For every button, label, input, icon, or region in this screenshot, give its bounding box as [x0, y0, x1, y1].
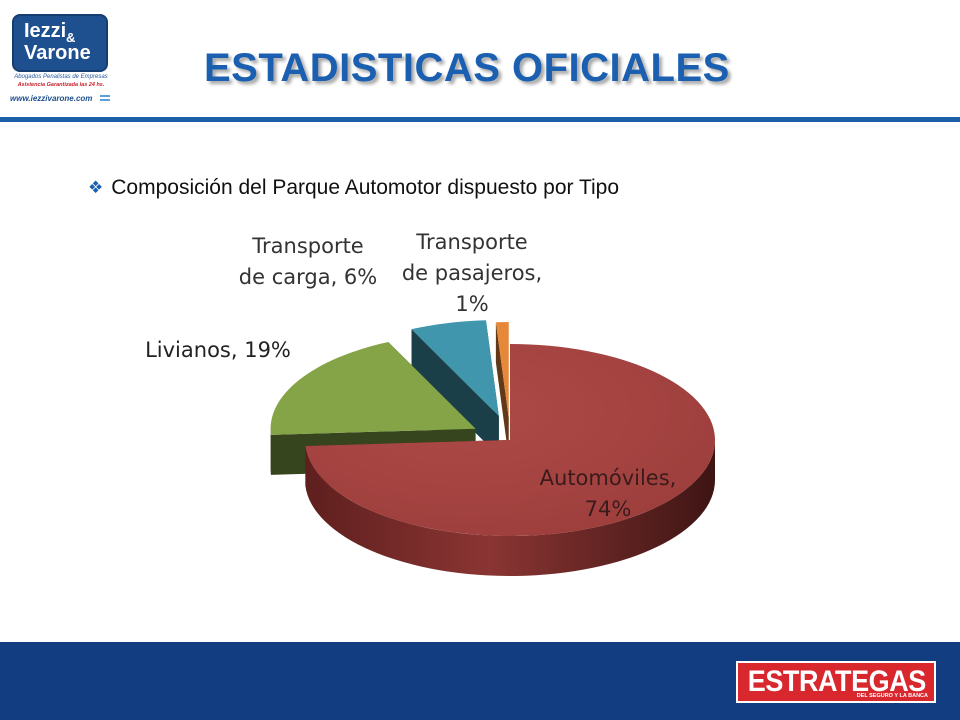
iezzi-varone-logo: Iezzi & Varone Abogados Penalistas de Em…	[8, 14, 114, 104]
slice-3	[411, 320, 499, 457]
pie-labels: Automóviles, 74% Livianos, 19% Transporte de…	[145, 230, 676, 521]
diamond-bullet-icon: ❖	[88, 178, 104, 197]
slice-label-3: Transporte de carga, 6%	[239, 234, 377, 289]
slice-1	[305, 344, 716, 577]
logo-slogan: Asistencia Garantizada las 24 hs.	[17, 82, 105, 88]
bullet-item: ❖ Composición del Parque Automotor dispu…	[88, 176, 619, 200]
pie-chart: Automóviles, 74% Livianos, 19% Transporte de…	[145, 230, 716, 577]
logo-name-1: Iezzi	[24, 20, 67, 42]
bullet-text: Composición del Parque Automotor dispues…	[111, 176, 620, 199]
logo-badge: Iezzi & Varone	[12, 14, 108, 72]
brand-name: ESTRATEGAS	[747, 665, 926, 698]
slice-label-2: Livianos, 19%	[145, 338, 291, 362]
header-divider	[0, 117, 960, 122]
logo-ampersand: &	[66, 30, 76, 45]
logo-tagline: Abogados Penalistas de Empresas	[14, 74, 108, 80]
page-title: ESTADISTICAS OFICIALES	[204, 46, 730, 90]
logo-equals-icon	[100, 95, 110, 97]
slice-label-1: Automóviles, 74%	[540, 466, 677, 521]
slice-4	[495, 322, 509, 459]
brand-subtitle: DEL SEGURO Y LA BANCA	[856, 693, 928, 699]
logo-name-2: Varone	[24, 42, 91, 64]
pie-slices	[270, 320, 716, 577]
logo-url: www.iezzivarone.com	[10, 94, 93, 103]
slice-label-4: Transporte de pasajeros, 1%	[402, 230, 542, 316]
estrategas-logo: ESTRATEGAS DEL SEGURO Y LA BANCA	[736, 661, 936, 703]
